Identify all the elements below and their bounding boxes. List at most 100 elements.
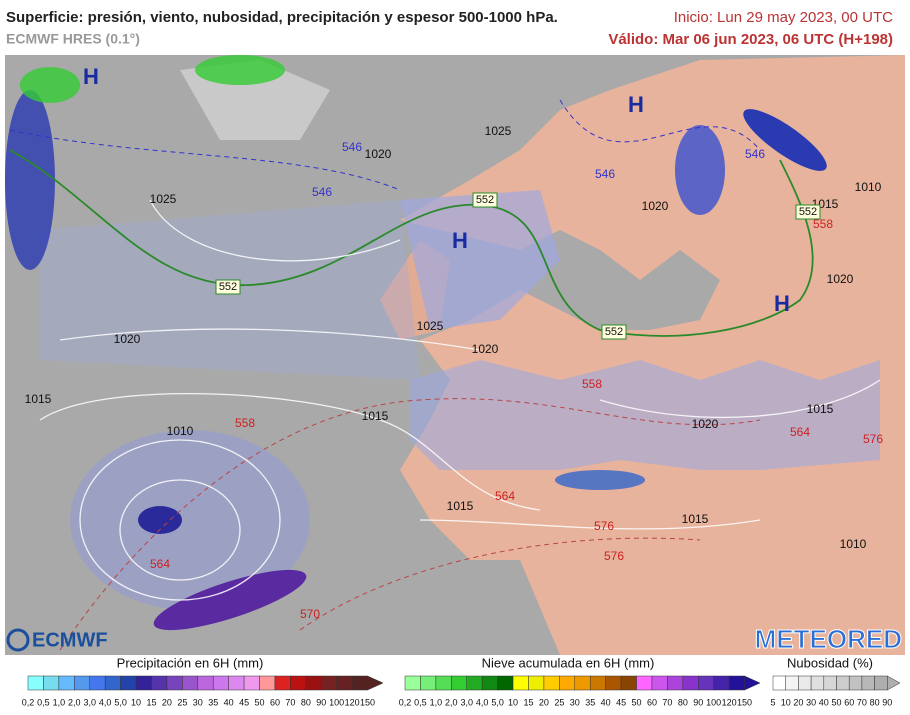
legend-swatch [243, 675, 260, 691]
legend-swatch [321, 675, 337, 691]
legend-tick-label: 80 [301, 697, 311, 707]
legend-tick-label: 30 [193, 697, 203, 707]
legend-tick-label: 100 [706, 697, 721, 707]
legend-swatch [636, 675, 653, 691]
legend-swatch [43, 675, 60, 691]
thickness-label: 558 [582, 377, 602, 391]
title: Superficie: presión, viento, nubosidad, … [6, 9, 558, 26]
legend-tick-label: 25 [554, 697, 564, 707]
isobar-label: 1020 [642, 199, 669, 213]
precipitation [743, 109, 827, 171]
isobar-label: 1020 [827, 272, 854, 286]
legend-swatch [151, 675, 168, 691]
map-area: H H H H 1025 1020 1025 1025 1020 1020 1015 1010 1015… [5, 55, 905, 655]
thickness-label: 552 [219, 281, 237, 293]
legend-swatch [120, 675, 137, 691]
legend-swatch [228, 675, 245, 691]
isobar-label: 1015 [25, 392, 52, 406]
ecmwf-logo: ECMWF [32, 629, 108, 651]
legend-tick-label: 70 [662, 697, 672, 707]
legend-swatch [451, 675, 467, 691]
legend-swatch [836, 675, 850, 691]
thickness-label: 546 [312, 185, 332, 199]
legend-arrow [367, 675, 384, 691]
legend-tick-label: 30 [570, 697, 580, 707]
legend-tick-label: 20 [539, 697, 549, 707]
legend-tick-label: 20 [162, 697, 172, 707]
legend-tick-label: 4,0 [99, 697, 112, 707]
legend-tick-label: 90 [693, 697, 703, 707]
legend-tick-label: 70 [285, 697, 295, 707]
thickness-label: 564 [790, 425, 810, 439]
isobar-label: 1015 [447, 499, 474, 513]
legend-swatch [512, 675, 529, 691]
legend-swatch [620, 675, 637, 691]
legend-swatch [874, 675, 888, 691]
legend-arrow [744, 675, 761, 691]
legend-title: Nieve acumulada en 6H (mm) [482, 655, 655, 670]
legend-tick-label: 45 [239, 697, 249, 707]
legend-title: Precipitación en 6H (mm) [117, 655, 264, 670]
isobar-label: 1015 [362, 409, 389, 423]
legend-tick-label: 2,0 [68, 697, 81, 707]
legend-swatch [559, 675, 576, 691]
thickness-label: 546 [745, 147, 765, 161]
isobar [149, 199, 401, 262]
legend-swatch [182, 675, 199, 691]
legend-tick-label: 15 [146, 697, 156, 707]
isobar-label: 1020 [472, 342, 499, 356]
legend-tick-label: 90 [316, 697, 326, 707]
thickness-box [795, 204, 821, 220]
thickness-label: 576 [863, 432, 883, 446]
isobar [119, 479, 241, 581]
legend-swatch [290, 675, 307, 691]
thickness-label: 576 [604, 549, 624, 563]
isobar-label: 1025 [485, 124, 512, 138]
thickness-line [59, 398, 761, 651]
precipitation [675, 125, 725, 215]
high-pressure-marker: H [628, 92, 644, 117]
thickness-label: 546 [342, 140, 362, 154]
legend-tick-label: 3,0 [460, 697, 473, 707]
legend-tick-label: 90 [882, 697, 892, 707]
legend-swatch [589, 675, 606, 691]
isobar-label: 1015 [807, 402, 834, 416]
isobar-label: 1010 [167, 424, 194, 438]
valid-time: Válido: Mar 06 jun 2023, 06 UTC (H+198) [608, 31, 893, 48]
legend-tick-label: 35 [585, 697, 595, 707]
thickness-box [601, 324, 627, 340]
legend-tick-label: 10 [508, 697, 518, 707]
isobar-label: 1020 [114, 332, 141, 346]
high-pressure-marker: H [452, 228, 468, 253]
legend-swatch [651, 675, 668, 691]
isobar-label: 1025 [150, 192, 177, 206]
legend-swatch [528, 675, 545, 691]
thickness-label: 564 [150, 557, 170, 571]
snow [195, 55, 285, 85]
legend-swatch [798, 675, 812, 691]
sea [410, 360, 880, 470]
legend-tick-label: 50 [632, 697, 642, 707]
legend-swatch [104, 675, 121, 691]
legend-swatch [135, 675, 152, 691]
legend-swatch [772, 675, 786, 691]
thickness-label: 570 [300, 607, 320, 621]
thickness-line [9, 129, 401, 191]
high-pressure-marker: H [83, 64, 99, 89]
legend-arrow [887, 675, 901, 691]
legend-tick-label: 0,2 [399, 697, 412, 707]
isobar [79, 439, 281, 601]
legend-swatch [27, 675, 44, 691]
legend-swatch [259, 675, 276, 691]
legend-tick-label: 60 [270, 697, 280, 707]
legend-tick-label: 35 [208, 697, 218, 707]
thickness-box [215, 279, 241, 295]
legend-swatch [785, 675, 799, 691]
legend-tick-label: 50 [255, 697, 265, 707]
isobar [59, 328, 481, 351]
legend-tick-label: 50 [831, 697, 841, 707]
isobar [599, 379, 881, 419]
legend-swatch [166, 675, 183, 691]
legend-tick-label: 150 [737, 697, 752, 707]
